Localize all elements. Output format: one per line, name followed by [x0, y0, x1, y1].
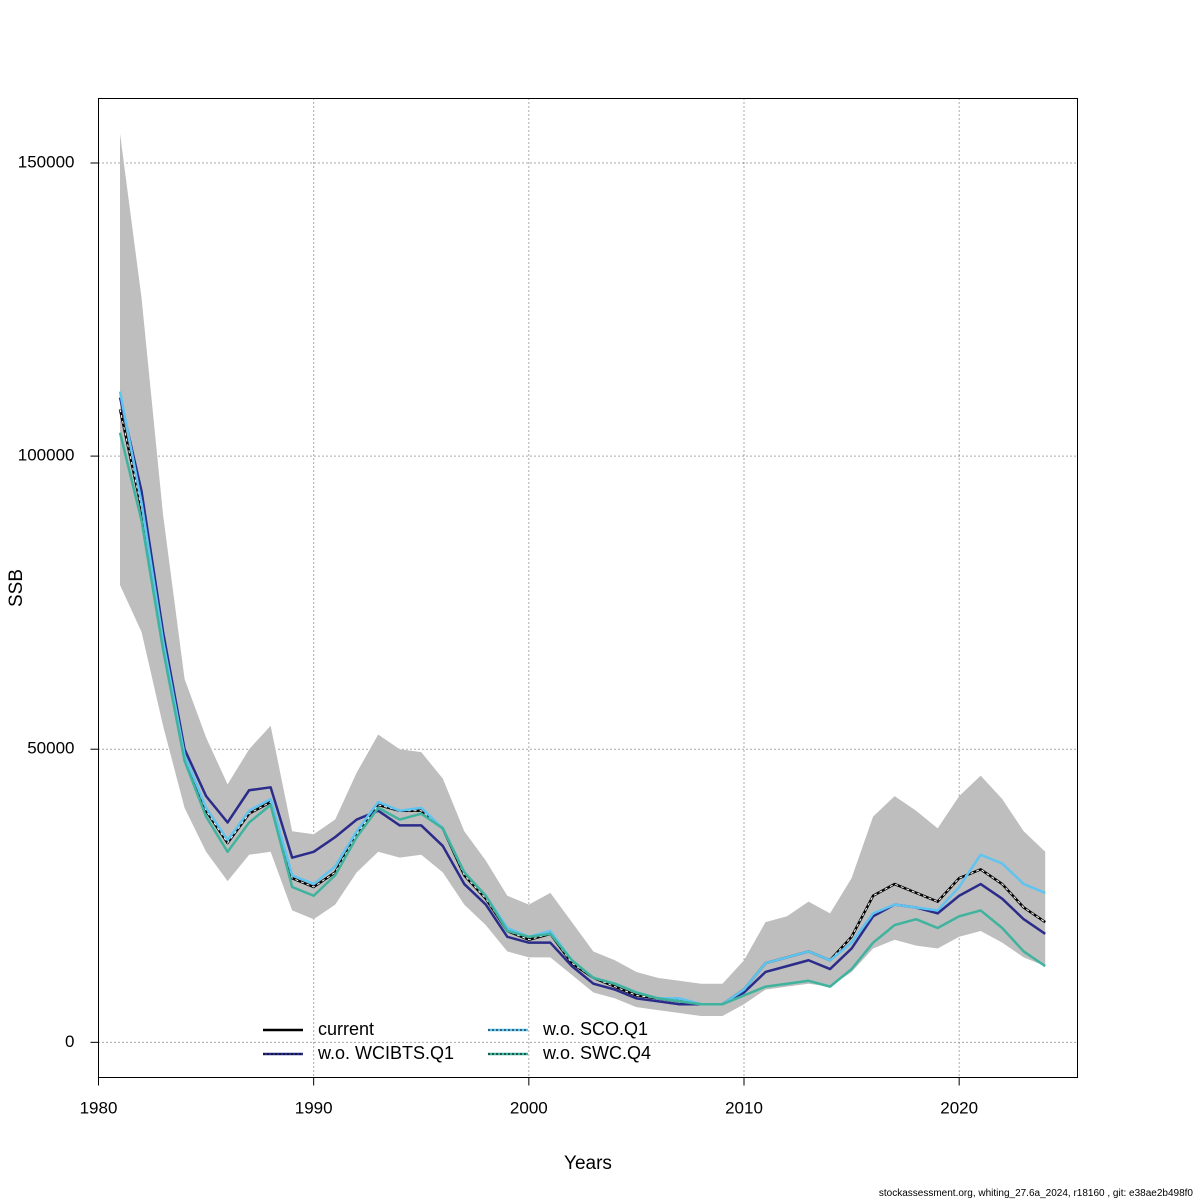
- legend-label-w-o-sco-q1: w.o. SCO.Q1: [542, 1019, 648, 1039]
- y-tick-label-0: 0: [65, 1032, 74, 1051]
- confidence-band-area: [120, 133, 1046, 1016]
- y-tick-label-100000: 100000: [18, 446, 75, 465]
- credit-text: stockassessment.org, whiting_27.6a_2024,…: [879, 1188, 1194, 1199]
- legend-label-w-o-wcibts-q1: w.o. WCIBTS.Q1: [317, 1043, 454, 1063]
- plot-frame: [98, 98, 1078, 1078]
- x-tick-label-2010: 2010: [725, 1099, 763, 1118]
- y-axis: 0 50000 100000 150000: [18, 152, 99, 1051]
- x-axis: 1980 1990 2000 2010 2020: [80, 1077, 978, 1118]
- series-line-w-o-swc-q4: [118, 432, 1046, 1006]
- x-tick-label-2000: 2000: [510, 1099, 548, 1118]
- x-tick-label-1980: 1980: [80, 1099, 118, 1118]
- y-tick-label-150000: 150000: [18, 152, 75, 171]
- x-axis-title: Years: [564, 1153, 612, 1174]
- legend-label-current: current: [318, 1019, 374, 1039]
- y-axis-title: SSB: [6, 569, 27, 607]
- x-tick-label-2020: 2020: [940, 1099, 978, 1118]
- legend: current w.o. WCIBTS.Q1 w.o. SCO.Q1 w.o. SWC…: [263, 1019, 651, 1063]
- y-tick-label-50000: 50000: [27, 739, 74, 758]
- legend-label-w-o-swc-q4: w.o. SWC.Q4: [542, 1043, 651, 1063]
- confidence-band: [120, 133, 1046, 1016]
- series-lines: [118, 391, 1046, 1006]
- x-tick-label-1990: 1990: [295, 1099, 333, 1118]
